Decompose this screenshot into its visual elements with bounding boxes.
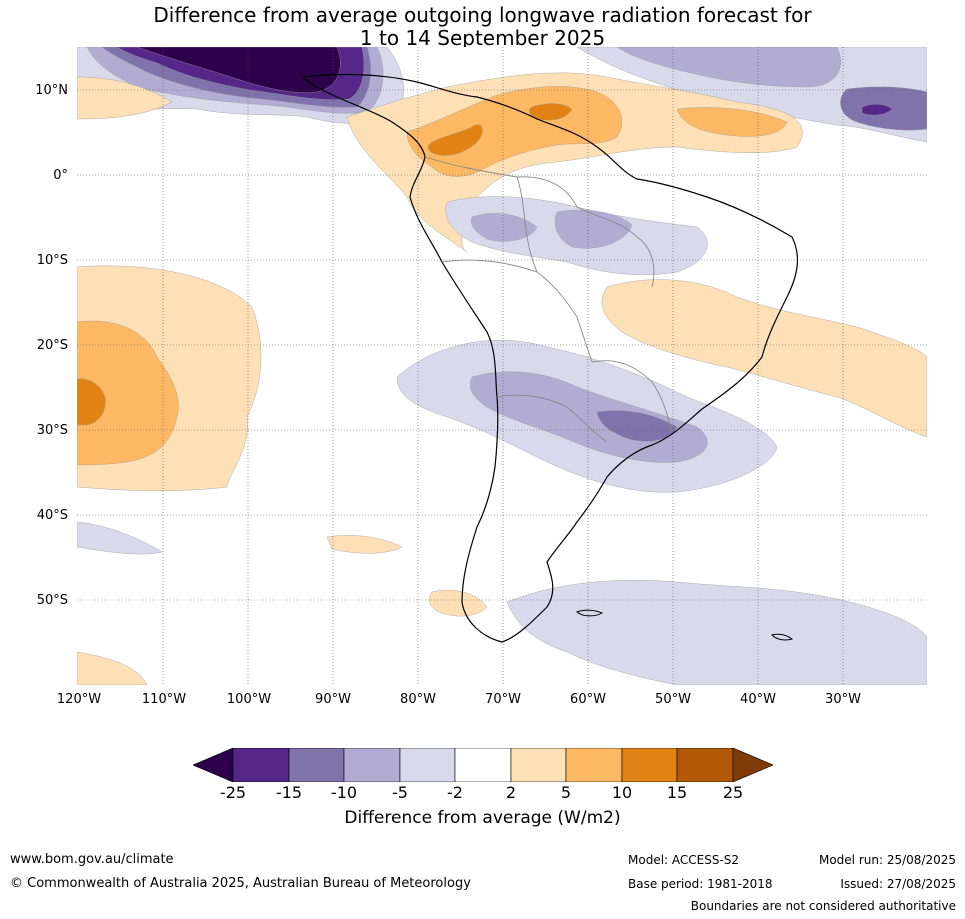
colorbar-segment-5-2 <box>399 747 456 783</box>
map-title: Difference from average outgoing longwav… <box>0 4 965 50</box>
title-line-2: 1 to 14 September 2025 <box>359 26 606 50</box>
colorbar-tick-15: 15 <box>666 783 688 802</box>
colorbar-tick-25: 25 <box>722 783 744 802</box>
colorbar-segment-15-25 <box>676 747 734 783</box>
lon-label-30w: 30°W <box>825 692 861 707</box>
anomaly-region-light-purple-amazon <box>471 213 538 242</box>
colorbar-tick-neg15: -15 <box>275 783 303 802</box>
model-run-date: Model run: 25/08/2025 <box>818 853 956 867</box>
colorbar-segment-2-5 <box>510 747 567 783</box>
lon-label-100w: 100°W <box>226 692 272 707</box>
lon-label-90w: 90°W <box>315 692 351 707</box>
lat-label-20s: 20°S <box>36 338 68 353</box>
colorbar-segment-15-10 <box>288 747 345 783</box>
title-line-1: Difference from average outgoing longwav… <box>153 3 812 27</box>
south-georgia <box>771 633 794 641</box>
anomaly-region-orange-atlantic <box>676 107 788 137</box>
graticule <box>77 47 927 685</box>
country-boundaries <box>424 156 673 443</box>
anomaly-region-orange <box>77 320 179 466</box>
base-period: Base period: 1981-2018 <box>628 877 773 891</box>
lon-label-110w: 110°W <box>141 692 187 707</box>
lon-label-120w: 120°W <box>56 692 102 707</box>
anomaly-region-dark-orange <box>77 378 106 426</box>
lon-label-40w: 40°W <box>740 692 776 707</box>
lat-label-10n: 10°N <box>35 83 68 98</box>
colorbar-tick-2: 2 <box>505 783 517 802</box>
south-america-coastline <box>300 73 798 643</box>
anomaly-region-lavender-west <box>77 521 163 555</box>
map-canvas <box>77 47 927 685</box>
boundaries-disclaimer: Boundaries are not considered authoritat… <box>690 899 956 913</box>
anomaly-region-lavender-southern-ocean <box>506 580 927 685</box>
colorbar-segment-lt-25 <box>192 747 234 783</box>
copyright-text: © Commonwealth of Australia 2025, Austra… <box>10 876 471 891</box>
bom-url-link[interactable]: www.bom.gov.au/climate <box>10 852 174 867</box>
anomaly-region-purple-east <box>861 104 893 116</box>
anomaly-region-light-orange-brazil <box>601 279 927 438</box>
anomaly-region-light-orange-west-band <box>77 76 173 120</box>
colorbar-tick-neg2: -2 <box>447 783 463 802</box>
colorbar-tick-neg5: -5 <box>392 783 408 802</box>
lat-label-30s: 30°S <box>36 423 68 438</box>
anomaly-region-lower-left-light-orange <box>77 651 148 685</box>
lat-label-10s: 10°S <box>36 253 68 268</box>
colorbar-segment-25-15 <box>232 747 290 783</box>
colorbar-segment-gt-25 <box>732 747 774 783</box>
lat-label-50s: 50°S <box>36 593 68 608</box>
colorbar-tick-5: 5 <box>560 783 572 802</box>
colorbar-segment-5-10 <box>565 747 623 783</box>
lon-label-70w: 70°W <box>485 692 521 707</box>
colorbar-tick-10: 10 <box>611 783 633 802</box>
lon-label-60w: 60°W <box>570 692 606 707</box>
colorbar-segment-10-5 <box>343 747 401 783</box>
lat-label-0: 0° <box>53 168 68 183</box>
lon-label-50w: 50°W <box>655 692 691 707</box>
anomaly-region-light-orange-patagonia <box>429 589 488 617</box>
model-name: Model: ACCESS-S2 <box>628 853 740 867</box>
falkland-islands <box>576 609 604 617</box>
anomaly-region-deep-purple-north <box>136 47 341 93</box>
lon-label-80w: 80°W <box>400 692 436 707</box>
colorbar-segment-10-15 <box>621 747 678 783</box>
colorbar-tick-neg10: -10 <box>330 783 358 802</box>
lat-label-40s: 40°S <box>36 508 68 523</box>
colorbar-segment-2-2 <box>454 747 512 783</box>
colorbar-label: Difference from average (W/m2) <box>344 808 621 828</box>
colorbar <box>192 747 774 786</box>
anomaly-region-light-orange-south-pacific <box>326 535 403 554</box>
colorbar-svg <box>192 747 774 783</box>
anomaly-region-dark-orange-venezuela <box>529 103 573 121</box>
olr-anomaly-map <box>77 47 927 685</box>
colorbar-tick-neg25: -25 <box>219 783 247 802</box>
issued-date: Issued: 27/08/2025 <box>840 877 956 891</box>
anomaly-region-dark-orange-north-sa <box>427 124 483 156</box>
anomaly-region-light-purple-amazon-east <box>554 209 633 249</box>
